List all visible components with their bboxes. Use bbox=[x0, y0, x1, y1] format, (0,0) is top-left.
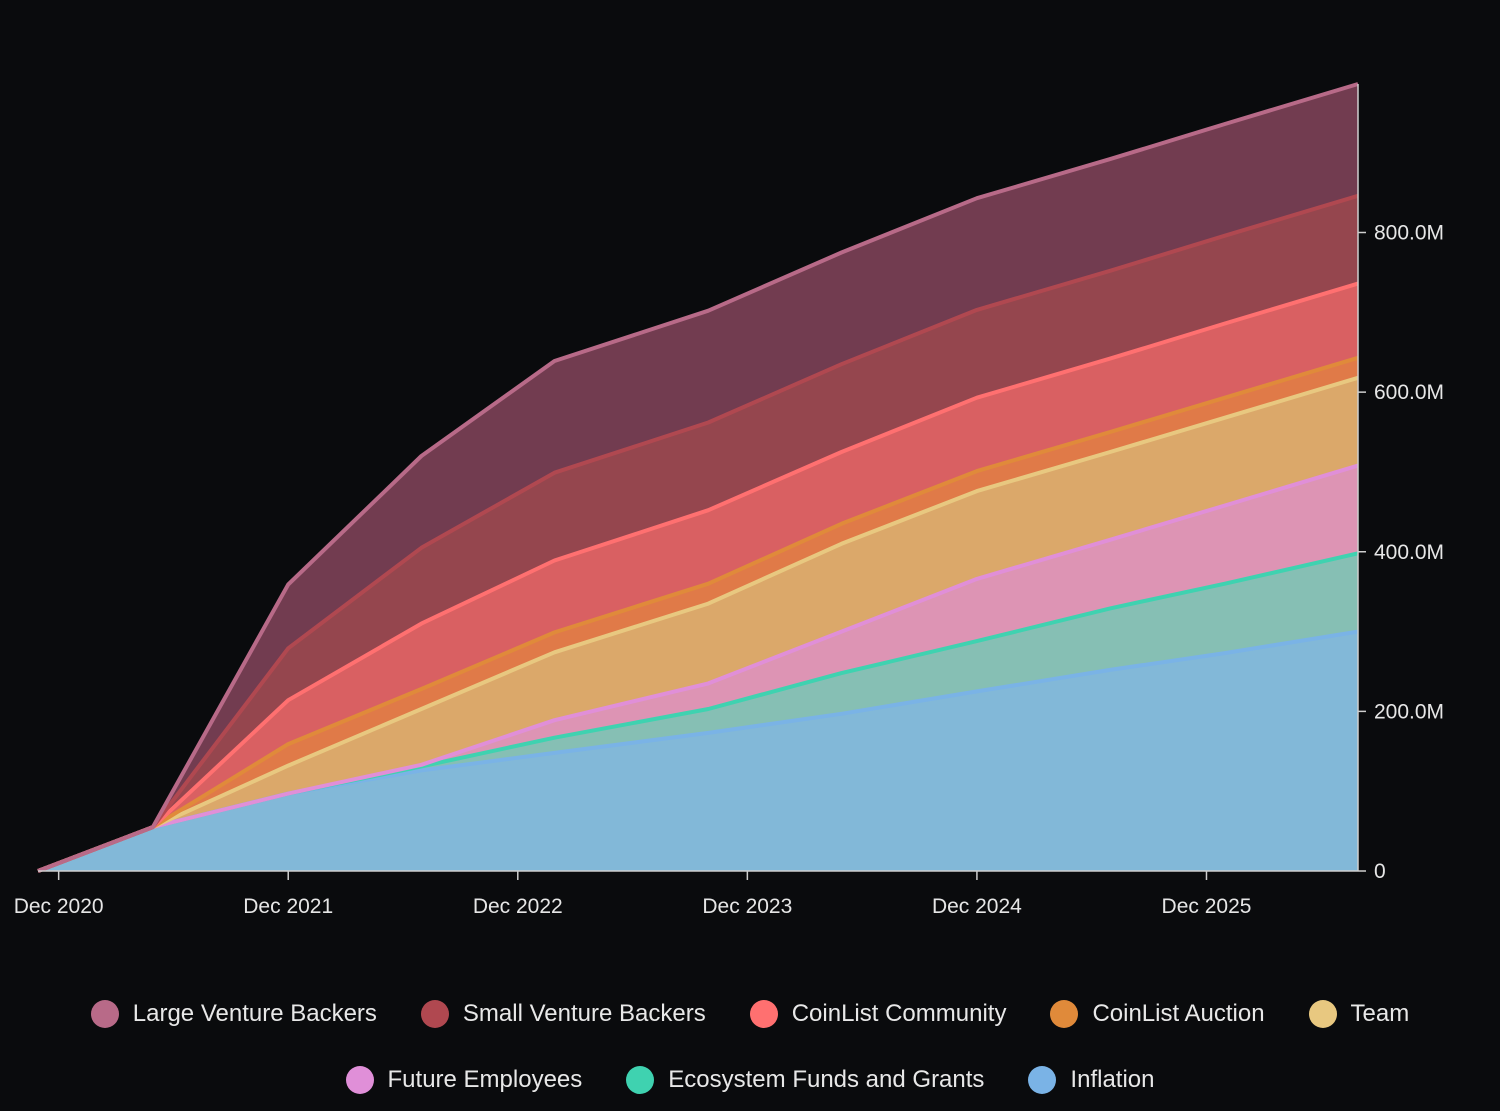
area-large-venture-backers bbox=[38, 84, 1358, 871]
legend-item-ecosystem-funds-and-grants[interactable]: Ecosystem Funds and Grants bbox=[626, 1066, 984, 1094]
area-small-venture-backers bbox=[38, 195, 1358, 872]
legend-label: Inflation bbox=[1070, 1066, 1155, 1093]
legend-item-future-employees[interactable]: Future Employees bbox=[345, 1066, 583, 1094]
line-small-venture-backers bbox=[37, 193, 1359, 873]
line-coinlist-community bbox=[37, 281, 1359, 873]
area-team bbox=[38, 377, 1358, 871]
x-tick-label: Dec 2020 bbox=[14, 895, 104, 918]
legend-label: Large Venture Backers bbox=[132, 1000, 377, 1027]
legend-swatch-icon bbox=[1028, 1066, 1057, 1094]
legend-swatch-icon bbox=[420, 1000, 449, 1028]
y-tick-label: 0 bbox=[1374, 860, 1386, 883]
legend-label: Small Venture Backers bbox=[462, 1000, 706, 1027]
lines-layer bbox=[37, 82, 1359, 873]
legend-swatch-icon bbox=[90, 1000, 119, 1028]
areas-layer bbox=[38, 84, 1358, 872]
line-team bbox=[37, 375, 1359, 873]
line-future-employees bbox=[37, 463, 1359, 873]
legend-swatch-icon bbox=[345, 1066, 374, 1094]
axes-layer: 0 200.0M 400.0M 600.0M 800.0M Dec 2020 Dec 202… bbox=[14, 84, 1444, 918]
line-coinlist-auction bbox=[37, 355, 1359, 873]
area-inflation bbox=[38, 631, 1358, 871]
legend-item-team[interactable]: Team bbox=[1308, 1000, 1410, 1028]
legend-swatch-icon bbox=[626, 1066, 655, 1094]
line-large-venture-backers bbox=[37, 82, 1359, 873]
area-future-employees bbox=[38, 465, 1358, 871]
legend-item-small-venture-backers[interactable]: Small Venture Backers bbox=[420, 1000, 706, 1028]
legend-label: Ecosystem Funds and Grants bbox=[668, 1066, 985, 1093]
legend-item-coinlist-community[interactable]: CoinList Community bbox=[749, 1000, 1007, 1028]
legend-swatch-icon bbox=[749, 1000, 778, 1028]
x-tick-label: Dec 2022 bbox=[473, 895, 563, 918]
x-tick-label: Dec 2021 bbox=[243, 895, 333, 918]
y-tick-label: 200.0M bbox=[1374, 700, 1444, 723]
legend-item-coinlist-auction[interactable]: CoinList Auction bbox=[1050, 1000, 1265, 1028]
legend-label: CoinList Auction bbox=[1092, 1000, 1265, 1027]
x-tick-label: Dec 2025 bbox=[1162, 895, 1252, 918]
legend-label: CoinList Community bbox=[791, 1000, 1007, 1027]
x-tick-label: Dec 2023 bbox=[702, 895, 792, 918]
x-tick-label: Dec 2024 bbox=[932, 895, 1022, 918]
legend-swatch-icon bbox=[1050, 1000, 1079, 1028]
legend-label: Future Employees bbox=[387, 1066, 583, 1093]
legend-label: Team bbox=[1350, 1000, 1410, 1027]
legend-item-large-venture-backers[interactable]: Large Venture Backers bbox=[90, 1000, 377, 1028]
legend-row-1: Large Venture Backers Small Venture Backe… bbox=[0, 1000, 1500, 1028]
y-tick-label: 400.0M bbox=[1374, 541, 1444, 564]
y-tick-label: 800.0M bbox=[1374, 222, 1444, 245]
legend-item-inflation[interactable]: Inflation bbox=[1028, 1066, 1154, 1094]
legend-swatch-icon bbox=[1308, 1000, 1337, 1028]
area-coinlist-community bbox=[38, 283, 1358, 872]
legend-row-2: Future Employees Ecosystem Funds and Gran… bbox=[0, 1066, 1500, 1094]
y-tick-label: 600.0M bbox=[1374, 381, 1444, 404]
area-coinlist-auction bbox=[38, 357, 1358, 871]
